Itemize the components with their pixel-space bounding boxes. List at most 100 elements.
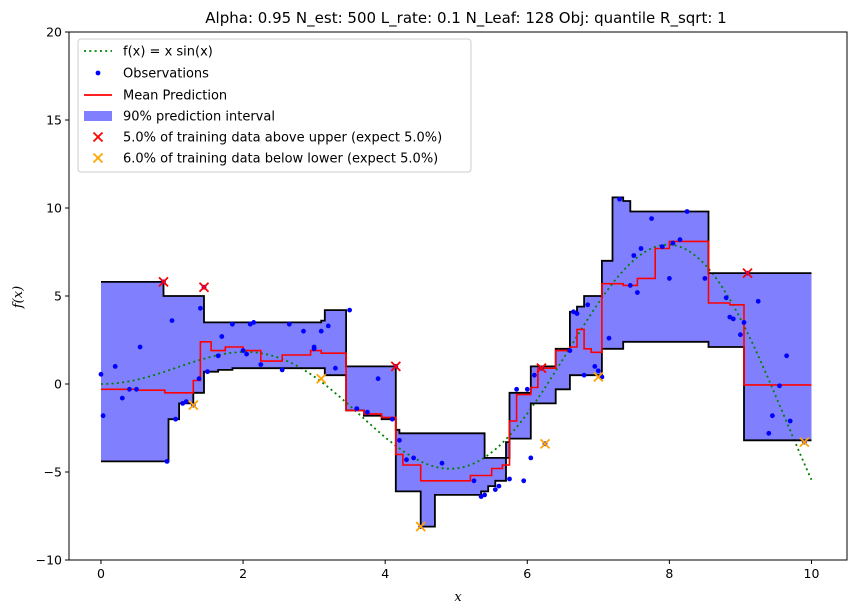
observation-point <box>389 416 395 422</box>
above-upper-marker-stroke <box>158 276 169 288</box>
above-upper-marker-stroke <box>742 267 753 279</box>
observation-point <box>770 413 775 419</box>
y-tick-label: 20 <box>46 25 62 40</box>
x-tick-label: 6 <box>523 566 531 581</box>
observation-point <box>126 386 132 392</box>
observation-point <box>507 476 512 482</box>
observation-point <box>738 332 743 338</box>
observation-point <box>574 311 580 316</box>
y-tick-label: 0 <box>54 377 62 392</box>
observation-point <box>205 369 210 375</box>
observation-point <box>581 372 587 378</box>
y-axis-label: f(x) <box>11 286 26 309</box>
legend: f(x) = x sin(x) Observations Mean Predicti… <box>77 38 472 173</box>
observation-point <box>784 353 789 359</box>
x-axis-ticks: 0 2 4 6 8 10 <box>97 560 819 581</box>
observation-point <box>375 376 381 382</box>
below-lower-marker <box>316 373 327 384</box>
y-tick-label: 15 <box>46 113 62 128</box>
x-tick-label: 2 <box>239 566 247 581</box>
below-lower-marker-stroke <box>799 436 810 448</box>
y-tick-label: −5 <box>44 465 62 480</box>
observation-point <box>627 283 633 288</box>
legend-item: 90% prediction interval <box>84 110 275 125</box>
observation-point <box>514 386 519 392</box>
observation-point <box>755 298 761 304</box>
observation-point <box>595 368 601 374</box>
observation-point <box>365 409 370 415</box>
y-tick-label: 5 <box>54 289 62 304</box>
chart-title: Alpha: 0.95 N_est: 500 L_rate: 0.1 N_Lea… <box>205 9 726 28</box>
observation-point <box>286 321 292 327</box>
x-tick-label: 8 <box>665 566 673 581</box>
observation-point <box>730 316 736 322</box>
observation-point <box>183 399 189 404</box>
observation-point <box>169 318 175 323</box>
x-tick-label: 0 <box>97 566 105 581</box>
below-lower-marker <box>799 436 810 448</box>
observation-point <box>347 307 352 313</box>
y-tick-label: −10 <box>36 553 62 568</box>
observation-point <box>219 334 225 339</box>
x-axis-label: x <box>454 590 462 605</box>
legend-label: f(x) = x sin(x) <box>123 45 213 60</box>
x-tick-label: 10 <box>804 566 820 581</box>
y-axis-ticks: −10 −5 0 5 10 15 20 <box>36 25 69 568</box>
above-upper-marker <box>198 282 210 293</box>
observation-point <box>100 413 106 419</box>
observation-point <box>741 320 747 325</box>
legend-item: 6.0% of training data below lower (expec… <box>92 152 438 167</box>
observation-point <box>411 455 416 461</box>
observation-point <box>787 418 793 424</box>
below-lower-marker <box>415 521 426 532</box>
observation-point <box>439 460 445 466</box>
above-upper-marker <box>742 267 753 279</box>
observation-point <box>318 328 324 334</box>
observation-point <box>325 323 331 329</box>
outlier-markers-layer <box>158 267 810 532</box>
legend-item: Mean Prediction <box>84 89 227 104</box>
observation-point <box>635 290 640 295</box>
observation-point <box>638 246 644 251</box>
legend-box <box>77 38 472 173</box>
above-upper-marker-stroke <box>536 363 547 374</box>
above-upper-marker <box>536 363 547 374</box>
observation-point <box>585 302 591 308</box>
legend-swatch-observation <box>95 70 101 76</box>
observation-point <box>677 237 683 243</box>
below-lower-marker-stroke <box>188 399 199 411</box>
below-lower-marker-stroke <box>593 371 604 383</box>
above-upper-marker-stroke <box>198 282 210 293</box>
observation-point <box>521 478 527 484</box>
observation-point <box>496 483 502 489</box>
legend-swatch-marker-stroke <box>92 152 104 164</box>
observation-point <box>532 372 537 378</box>
observation-point <box>112 364 118 369</box>
observation-point <box>251 320 257 325</box>
legend-swatch-marker <box>92 131 104 143</box>
observation-point <box>164 459 170 464</box>
above-upper-marker-stroke <box>390 361 401 372</box>
observation-point <box>649 216 654 222</box>
observation-point <box>240 348 246 353</box>
observation-point <box>777 383 782 389</box>
observation-point <box>215 353 221 359</box>
legend-swatch-interval <box>84 111 112 121</box>
legend-item: 5.0% of training data above upper (expec… <box>92 131 442 146</box>
legend-swatch-marker <box>92 152 104 164</box>
observation-point <box>279 367 285 373</box>
observations-layer <box>98 196 807 529</box>
legend-items: f(x) = x sin(x) Observations Mean Predicti… <box>84 45 442 167</box>
below-lower-marker <box>539 438 551 449</box>
observation-point <box>667 276 672 281</box>
observation-point <box>617 196 622 202</box>
above-upper-marker <box>158 276 169 288</box>
observation-point <box>301 328 306 334</box>
prediction-interval-band <box>101 197 812 527</box>
prediction-interval-layer <box>101 197 812 527</box>
observation-point <box>670 240 676 246</box>
observation-point <box>354 406 360 411</box>
y-tick-label: 10 <box>46 201 62 216</box>
observation-point <box>119 395 125 401</box>
legend-label: Observations <box>123 67 209 82</box>
